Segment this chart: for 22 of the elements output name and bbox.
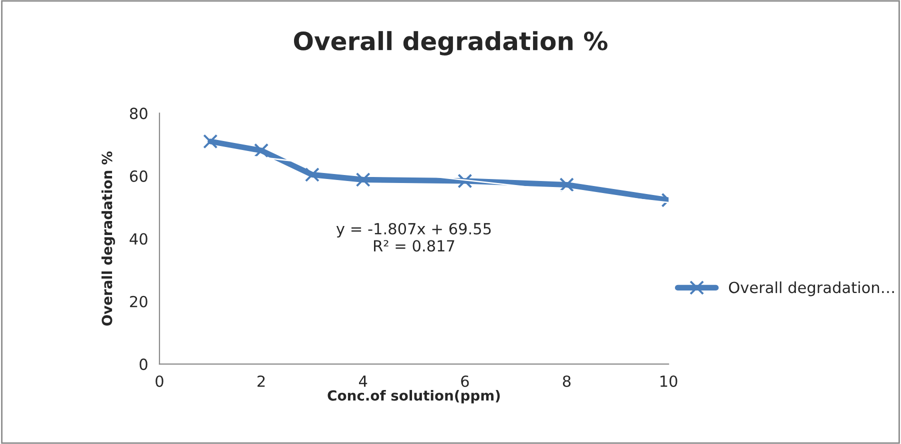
- point: [254, 143, 269, 158]
- x-tick-label: 2: [258, 375, 265, 387]
- x-tick-label: 8: [562, 375, 571, 388]
- point: [559, 177, 574, 192]
- y-tick-label: 0: [140, 358, 148, 370]
- annotation: y = -1.807x + 69.55 R² = 0.817: [336, 222, 491, 252]
- y-tick-label: 80: [130, 108, 148, 120]
- x-tick-label: 4: [358, 376, 368, 387]
- legend-label: Overall degradation…: [728, 281, 894, 296]
- point: [304, 167, 320, 182]
- chart-title: Overall degradation %: [294, 31, 608, 56]
- x-tick-label: 6: [461, 375, 469, 388]
- y-axis-title: Overall degradation %: [101, 151, 116, 326]
- x-axis-title: Conc.of solution(ppm): [328, 390, 500, 404]
- y-tick-label: 20: [130, 296, 148, 308]
- x-tick-label: 0: [156, 375, 164, 388]
- x-tick-label: 10: [660, 375, 678, 388]
- point: [356, 172, 370, 187]
- y-tick-label: 40: [130, 233, 148, 245]
- point: [203, 134, 218, 149]
- y-tick-label: 60: [130, 170, 148, 182]
- point: [458, 174, 472, 188]
